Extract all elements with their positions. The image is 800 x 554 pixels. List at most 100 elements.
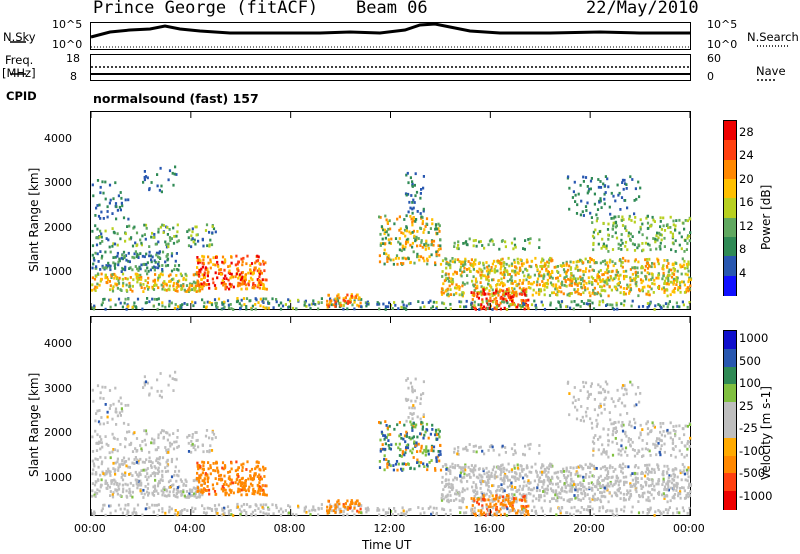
velocity-cell [262, 503, 265, 507]
velocity-cell [277, 509, 281, 513]
power-cell [168, 304, 171, 308]
power-cell [600, 206, 603, 209]
velocity-cell [258, 473, 261, 477]
power-cell [659, 241, 662, 245]
power-cell [514, 273, 517, 277]
velocity-cell [354, 502, 357, 506]
velocity-cell [522, 493, 525, 496]
power-cell [156, 173, 159, 176]
power-cell [340, 304, 343, 307]
power-cell [646, 221, 650, 225]
velocity-cell [559, 470, 562, 473]
power-cell [683, 250, 686, 253]
velocity-cell [165, 489, 168, 493]
velocity-cell [425, 422, 429, 426]
velocity-cell [224, 465, 227, 469]
power-cell [430, 306, 433, 310]
power-cell [161, 269, 164, 273]
power-cell [101, 240, 104, 243]
power-cell [162, 281, 165, 285]
power-cell [645, 258, 649, 261]
power-cell [317, 300, 320, 304]
velocity-cell [653, 468, 656, 472]
velocity-cell [94, 457, 97, 461]
velocity-cell [480, 511, 483, 515]
velocity-cell [599, 500, 603, 504]
power-cell [118, 276, 121, 280]
power-cell [114, 274, 117, 278]
velocity-cell [474, 483, 478, 487]
velocity-cell [280, 507, 283, 511]
velocity-cell [240, 463, 243, 467]
power-cell [144, 237, 147, 241]
power-cell [251, 286, 254, 290]
power-cell [555, 283, 558, 287]
power-cell [193, 238, 196, 242]
power-cell [491, 239, 494, 243]
power-cell [598, 303, 601, 307]
velocity-cell [247, 489, 250, 493]
velocity-cell [431, 423, 434, 427]
velocity-cell [625, 480, 628, 484]
velocity-cell [224, 488, 227, 492]
power-cell [568, 283, 571, 287]
power-cell [103, 297, 106, 301]
velocity-cell [599, 474, 602, 478]
power-cell [514, 269, 517, 273]
power-cell [438, 230, 441, 233]
power-cell [548, 258, 551, 262]
power-cell [507, 296, 510, 299]
velocity-cell [595, 467, 598, 470]
velocity-cell [133, 462, 136, 465]
power-cell [416, 210, 419, 213]
velocity-cell [192, 446, 195, 449]
velocity-cell [489, 502, 492, 506]
power-cell [214, 287, 217, 290]
power-cell [168, 280, 171, 283]
velocity-cell [216, 482, 219, 486]
velocity-cell [474, 485, 478, 489]
power-cell [659, 247, 662, 251]
velocity-cell [176, 513, 179, 517]
velocity-cell [257, 507, 260, 510]
velocity-cell [419, 417, 422, 421]
velocity-cell [134, 478, 137, 482]
power-cell [625, 183, 628, 186]
power-cell [162, 285, 165, 288]
velocity-cell [159, 478, 162, 482]
power-cell [222, 302, 225, 306]
power-cell [601, 273, 604, 277]
power-cell [489, 299, 492, 303]
power-colorbar-tick-5: 24 [739, 148, 754, 163]
power-cell [222, 283, 225, 287]
velocity-cell [517, 509, 520, 513]
power-cell [271, 297, 274, 301]
velocity-cell [144, 429, 148, 433]
velocity-cell [486, 471, 489, 475]
power-cell [633, 249, 637, 252]
power-cell [252, 281, 255, 285]
velocity-cell [242, 462, 245, 466]
power-cell [610, 276, 613, 280]
power-cell [192, 280, 195, 284]
power-cell [114, 262, 117, 266]
velocity-cell [338, 502, 341, 506]
power-cell [488, 292, 491, 296]
velocity-cell [543, 470, 546, 473]
power-cell [435, 301, 438, 304]
power-cell [156, 278, 160, 282]
power-cell [389, 227, 392, 231]
velocity-cell [259, 475, 262, 479]
power-cell [637, 305, 641, 309]
power-cell [113, 231, 116, 235]
power-cell [534, 303, 537, 307]
velocity-cell [605, 474, 609, 477]
velocity-cell [264, 513, 267, 516]
power-cell [641, 266, 644, 270]
power-cell [312, 302, 315, 306]
velocity-cell [409, 467, 412, 470]
velocity-cell [95, 412, 98, 415]
power-cell [91, 229, 94, 233]
power-cell [637, 294, 640, 298]
velocity-cell [427, 449, 430, 453]
